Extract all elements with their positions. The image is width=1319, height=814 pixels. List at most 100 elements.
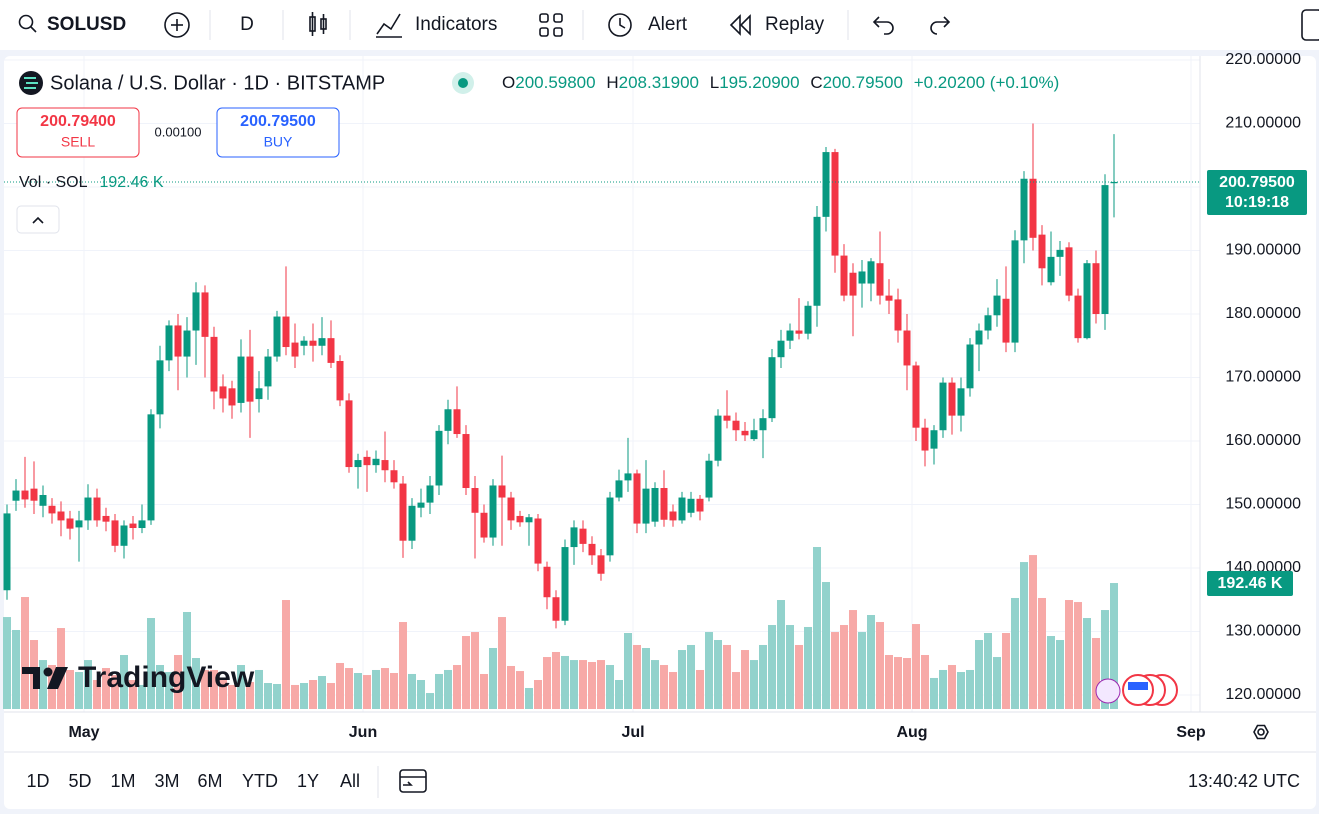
- event-icons[interactable]: [1095, 674, 1178, 706]
- candle-body: [48, 505, 56, 514]
- volume-bar: [1083, 618, 1091, 709]
- volume-bar: [489, 647, 497, 709]
- candle-body: [237, 356, 245, 403]
- volume-bar: [750, 660, 758, 709]
- chart-panel: [4, 56, 1316, 809]
- sell-label[interactable]: SELL: [61, 134, 95, 150]
- redo-button[interactable]: [930, 16, 951, 35]
- market-status-dot: [458, 78, 468, 88]
- event-icon[interactable]: [1095, 678, 1121, 704]
- x-tick-label: May: [68, 724, 99, 741]
- volume-bar: [984, 633, 992, 709]
- volume-bar: [435, 673, 443, 709]
- range-button[interactable]: 5D: [68, 771, 91, 791]
- candle-body: [939, 382, 947, 431]
- volume-bar: [714, 640, 722, 709]
- volume-bar: [930, 677, 938, 709]
- volume-bar: [813, 547, 821, 709]
- volume-bar: [732, 672, 740, 709]
- x-tick-label: Sep: [1176, 724, 1206, 741]
- interval[interactable]: D: [240, 14, 254, 35]
- replay-label[interactable]: Replay: [765, 14, 825, 35]
- volume-badge-label: 192.46 K: [1218, 575, 1283, 592]
- range-button[interactable]: All: [340, 771, 360, 791]
- sell-box[interactable]: [16, 107, 140, 158]
- candle-body: [444, 409, 452, 431]
- candle-body: [543, 566, 551, 598]
- volume-bar: [1011, 597, 1019, 709]
- volume-bar: [786, 625, 794, 709]
- candle-body: [273, 316, 281, 357]
- layouts-button[interactable]: [539, 13, 563, 37]
- symbol[interactable]: SOLUSD: [47, 14, 126, 35]
- replay-button[interactable]: Replay: [729, 14, 825, 36]
- candle-body: [291, 342, 299, 357]
- range-button[interactable]: 3M: [154, 771, 179, 791]
- candle-body: [669, 511, 677, 521]
- alert-label[interactable]: Alert: [648, 14, 688, 35]
- volume-bar: [624, 633, 632, 709]
- volume-bar: [552, 651, 560, 709]
- compare-button[interactable]: [164, 12, 190, 38]
- candle-body: [561, 547, 569, 621]
- volume-bar: [831, 632, 839, 709]
- y-tick-label: 120.00000: [1225, 686, 1301, 703]
- volume-bar: [363, 675, 371, 709]
- candle-body: [219, 386, 227, 399]
- candle-body: [651, 488, 659, 522]
- range-button[interactable]: 6M: [197, 771, 222, 791]
- candle-body: [705, 460, 713, 498]
- candle-body: [516, 515, 524, 523]
- candle-body: [912, 365, 920, 428]
- volume-bar: [867, 615, 875, 709]
- candle-body: [867, 261, 875, 284]
- y-tick-label: 150.00000: [1225, 496, 1301, 513]
- range-button[interactable]: 1D: [26, 771, 49, 791]
- watermark-logo: [22, 667, 40, 689]
- axis-settings[interactable]: [1253, 724, 1269, 740]
- collapse-box[interactable]: [16, 205, 60, 234]
- candle-body: [804, 305, 812, 334]
- candle-body: [363, 456, 371, 466]
- indicators-button[interactable]: Indicators: [376, 13, 497, 38]
- alert-button[interactable]: Alert: [608, 13, 688, 37]
- volume-bar: [462, 636, 470, 709]
- candle-body: [3, 513, 11, 591]
- range-button[interactable]: 1M: [110, 771, 135, 791]
- range-button[interactable]: 1Y: [297, 771, 319, 791]
- ohlc-key: C: [810, 73, 822, 92]
- candle-body: [1011, 240, 1019, 343]
- volume-bar: [408, 673, 416, 709]
- ohlc-change: +0.20200 (+0.10%): [914, 73, 1060, 92]
- buy-price[interactable]: 200.79500: [240, 113, 316, 130]
- sell-price[interactable]: 200.79400: [40, 113, 116, 130]
- candle-body: [1110, 181, 1118, 184]
- volume-bar: [426, 693, 434, 709]
- candle-body: [1020, 178, 1028, 241]
- last-price-label: 200.79500: [1219, 174, 1295, 191]
- range-button[interactable]: YTD: [242, 771, 278, 791]
- buy-box[interactable]: [216, 107, 340, 158]
- buy-label[interactable]: BUY: [264, 134, 293, 150]
- volume-bar: [507, 665, 515, 709]
- volume-bar: [399, 622, 407, 709]
- volume-bar: [885, 655, 893, 709]
- collapse-button[interactable]: [16, 205, 60, 234]
- candle-body: [687, 498, 695, 513]
- volume-bar: [876, 622, 884, 709]
- ohlc-value: 200.59800: [515, 73, 595, 92]
- candle-body: [138, 520, 146, 529]
- undo-button[interactable]: [872, 16, 894, 35]
- side-panel-button[interactable]: [1301, 9, 1319, 41]
- chart-type-button[interactable]: [309, 12, 327, 36]
- sell-button[interactable]: 200.79400 SELL: [16, 107, 140, 158]
- symbol-search[interactable]: SOLUSD: [18, 14, 127, 35]
- volume-bar: [588, 662, 596, 709]
- volume-bar: [516, 671, 524, 709]
- volume-bar: [111, 675, 119, 709]
- indicators-label[interactable]: Indicators: [415, 14, 497, 35]
- go-to-date-button[interactable]: [399, 769, 427, 793]
- volume-bar: [282, 600, 290, 709]
- buy-button[interactable]: 200.79500 BUY: [216, 107, 340, 158]
